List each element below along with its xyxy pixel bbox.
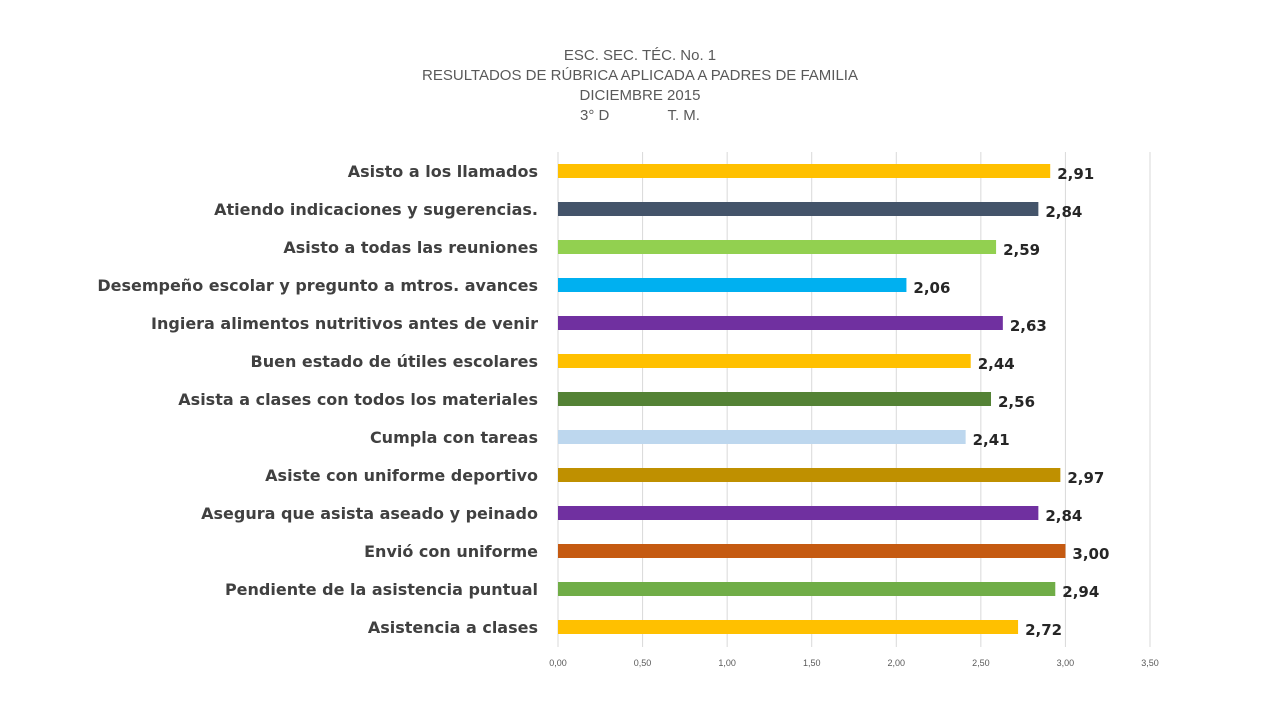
bar <box>558 468 1061 482</box>
x-tick-label: 0,50 <box>634 658 652 668</box>
category-label: Buen estado de útiles escolares <box>251 352 538 371</box>
value-label: 2,91 <box>1057 165 1094 183</box>
category-label: Cumpla con tareas <box>370 428 538 447</box>
category-label: Asegura que asista aseado y peinado <box>201 504 538 523</box>
title-line-4: 3° D T. M. <box>580 107 700 124</box>
category-label: Pendiente de la asistencia puntual <box>225 580 538 599</box>
bar <box>558 544 1066 558</box>
x-axis-ticks: 0,00 0,50 1,00 1,50 2,00 2,50 3,00 3,50 <box>549 658 1159 668</box>
bars <box>558 164 1066 634</box>
bar <box>558 202 1039 216</box>
category-label: Envió con uniforme <box>364 542 538 561</box>
bar <box>558 506 1039 520</box>
x-tick-label: 0,00 <box>549 658 567 668</box>
title-line-3: DICIEMBRE 2015 <box>579 87 701 104</box>
x-tick-label: 2,50 <box>972 658 990 668</box>
bar <box>558 316 1003 330</box>
value-label: 2,72 <box>1025 621 1062 639</box>
category-label: Asista a clases con todos los materiales <box>178 390 538 409</box>
category-label: Asisto a todas las reuniones <box>283 238 538 257</box>
x-tick-label: 3,50 <box>1141 658 1159 668</box>
bar <box>558 582 1056 596</box>
value-label: 2,84 <box>1045 507 1082 525</box>
category-labels: Asisto a los llamados Atiendo indicacione… <box>97 162 538 637</box>
value-label: 2,44 <box>978 355 1015 373</box>
category-label: Asisto a los llamados <box>348 162 538 181</box>
category-label: Atiendo indicaciones y sugerencias. <box>214 200 538 219</box>
x-tick-label: 2,00 <box>888 658 906 668</box>
category-label: Ingiera alimentos nutritivos antes de ve… <box>151 314 538 333</box>
bar <box>558 278 907 292</box>
value-label: 2,84 <box>1045 203 1082 221</box>
value-label: 2,97 <box>1067 469 1104 487</box>
title-line-1: ESC. SEC. TÉC. No. 1 <box>563 47 717 64</box>
bar <box>558 430 966 444</box>
value-label: 2,06 <box>913 279 950 297</box>
value-label: 3,00 <box>1072 545 1109 563</box>
value-label: 2,63 <box>1010 317 1047 335</box>
x-tick-label: 3,00 <box>1057 658 1075 668</box>
bar <box>558 392 992 406</box>
value-labels: 2,91 2,84 2,59 2,06 2,63 2,44 2,56 2,41 2,97 2,84… <box>913 165 1109 639</box>
title-line-2: RESULTADOS DE RÚBRICA APLICADA A PADRES … <box>422 67 858 84</box>
value-label: 2,94 <box>1062 583 1099 601</box>
chart-title: ESC. SEC. TÉC. No. 1 RESULTADOS DE RÚBRI… <box>0 46 1280 126</box>
x-tick-label: 1,00 <box>718 658 736 668</box>
value-label: 2,41 <box>973 431 1010 449</box>
bar <box>558 620 1019 634</box>
bar <box>558 354 971 368</box>
bar <box>558 164 1051 178</box>
x-tick-label: 1,50 <box>803 658 821 668</box>
category-label: Asiste con uniforme deportivo <box>265 466 538 485</box>
category-label: Asistencia a clases <box>368 618 538 637</box>
value-label: 2,59 <box>1003 241 1040 259</box>
value-label: 2,56 <box>998 393 1035 411</box>
bar <box>558 240 997 254</box>
category-label: Desempeño escolar y pregunto a mtros. av… <box>97 276 538 295</box>
